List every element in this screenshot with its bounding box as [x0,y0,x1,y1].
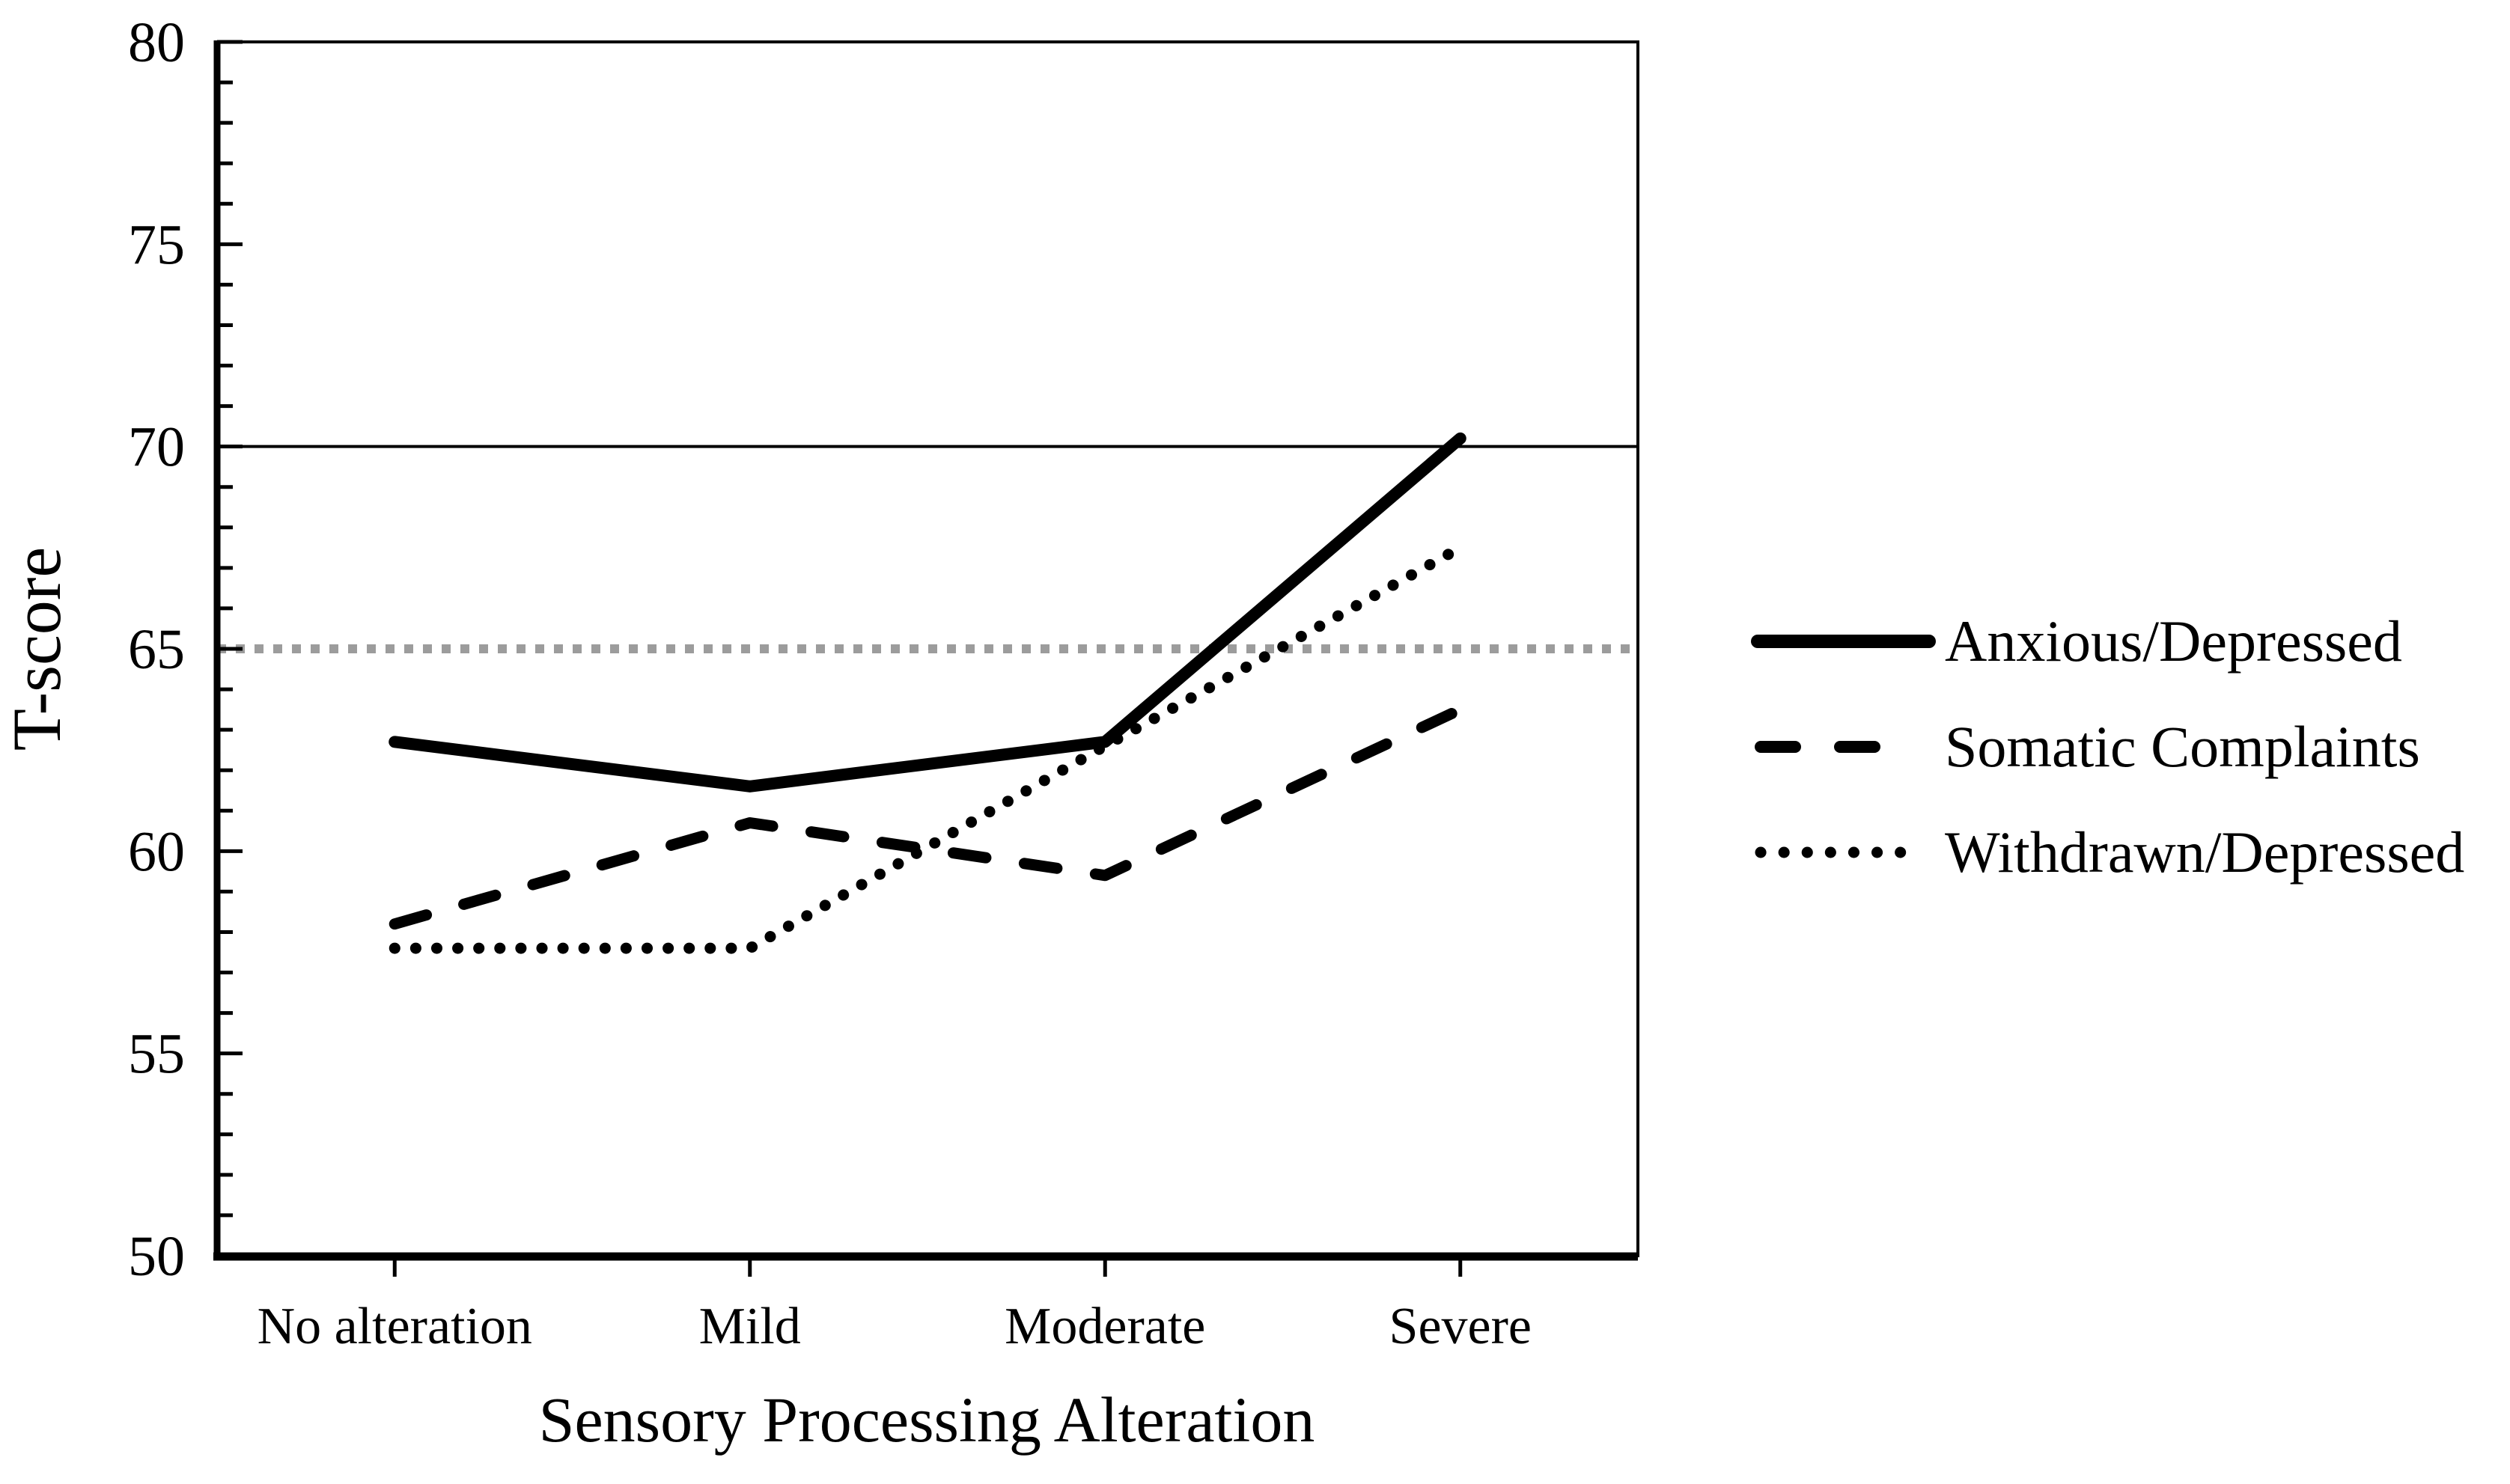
y-tick-label-70: 70 [128,416,185,479]
series-line-withdrawn-depressed [389,542,1466,954]
x-category-label-moderate: Moderate [1005,1298,1205,1355]
legend-label: Withdrawn/Depressed [1945,819,2464,885]
legend: Anxious/Depressed Somatic Complaints Wit… [1751,608,2464,885]
legend-label: Somatic Complaints [1945,714,2420,779]
reference-lines-layer [217,445,1638,653]
y-tick-label-80: 80 [128,11,185,74]
y-tick-label-50: 50 [128,1225,185,1288]
legend-item-somatic-complaints: Somatic Complaints [1755,714,2420,779]
y-tick-label-65: 65 [128,618,185,681]
axis-labels-layer: 50 55 60 65 70 75 80 No alteration Mild Moderate S… [128,11,1532,1355]
series-line-somatic-complaints [389,703,1466,930]
legend-label: Anxious/Depressed [1945,608,2402,674]
axes-layer [213,40,1639,1277]
legend-item-withdrawn-depressed: Withdrawn/Depressed [1755,819,2464,885]
y-tick-label-55: 55 [128,1023,185,1086]
series-layer [389,432,1466,954]
y-axis-title: T-score [0,547,75,751]
legend-item-anxious-depressed: Anxious/Depressed [1751,608,2402,674]
y-tick-label-60: 60 [128,820,185,883]
x-category-label-mild: Mild [699,1298,801,1355]
x-axis-title: Sensory Processing Alteration [539,1384,1315,1456]
x-category-label-severe: Severe [1389,1298,1532,1355]
series-line-anxious-depressed [389,432,1466,793]
y-tick-label-75: 75 [128,213,185,276]
x-category-label-no-alteration: No alteration [258,1298,532,1355]
